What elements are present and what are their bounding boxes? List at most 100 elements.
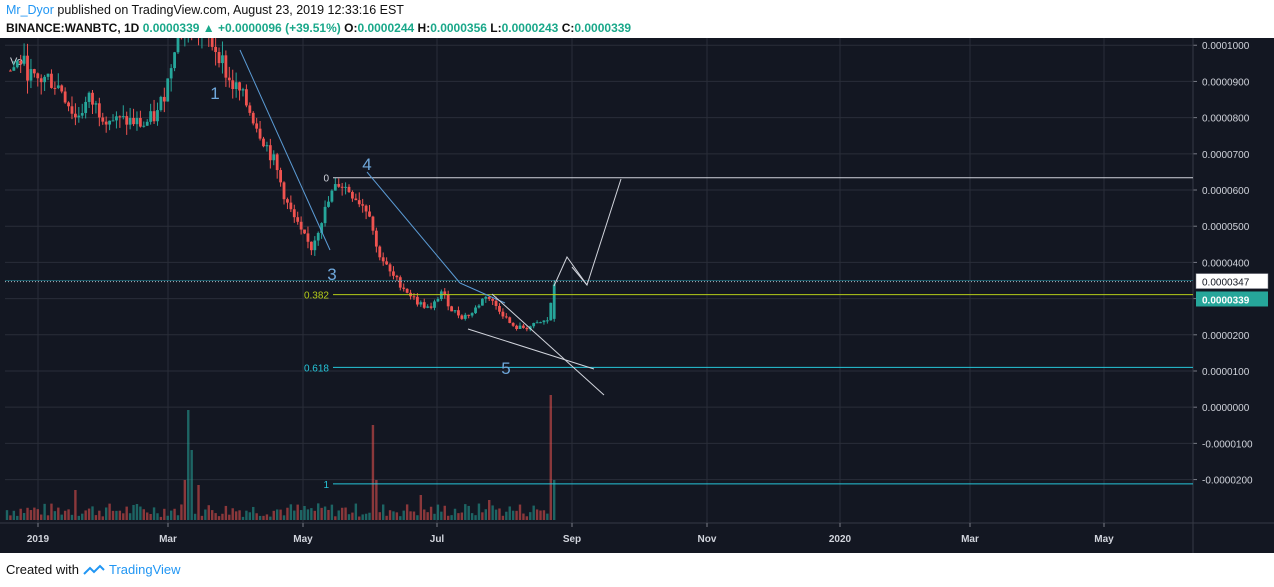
volume-bar bbox=[546, 513, 549, 520]
volume-bar bbox=[306, 509, 310, 520]
fib-level-label: 0.618 bbox=[304, 363, 329, 374]
x-tick-label: May bbox=[293, 534, 313, 545]
candle-body bbox=[53, 87, 57, 89]
volume-bar bbox=[358, 516, 361, 520]
volume-bar bbox=[453, 508, 457, 520]
volume-bar bbox=[361, 514, 364, 520]
candle-body bbox=[262, 138, 265, 147]
x-tick-label: Sep bbox=[563, 534, 581, 545]
candle-body bbox=[330, 190, 334, 202]
candle-body bbox=[104, 121, 108, 125]
chart-background bbox=[0, 38, 1274, 553]
candle-body bbox=[385, 261, 389, 265]
volume-bar bbox=[282, 515, 286, 520]
x-tick-label: Jul bbox=[430, 534, 445, 545]
volume-bar bbox=[190, 450, 193, 520]
candle-body bbox=[323, 206, 327, 224]
volume-bar bbox=[53, 511, 57, 520]
volume-bar bbox=[511, 510, 515, 520]
candle-body bbox=[63, 91, 67, 103]
candle-body bbox=[467, 314, 471, 316]
candle-body bbox=[446, 294, 450, 307]
candle-body bbox=[159, 96, 163, 111]
price-chart[interactable]: 0.0001000 0.0000900 0.0000800 0.0000700 0.00… bbox=[0, 38, 1274, 553]
volume-bar bbox=[9, 515, 12, 520]
high-label: H: bbox=[417, 21, 431, 35]
y-tick-label: -0.0000200 bbox=[1202, 476, 1253, 487]
volume-bar bbox=[488, 500, 491, 520]
candle-body bbox=[145, 121, 149, 126]
close-label: C: bbox=[561, 21, 575, 35]
candle-body bbox=[162, 96, 166, 102]
x-tick-label: 2020 bbox=[829, 534, 852, 545]
candle-body bbox=[426, 306, 430, 308]
volume-bar bbox=[498, 508, 501, 520]
trend-line bbox=[459, 282, 506, 304]
candle-body bbox=[347, 186, 351, 192]
wave-label: 1 bbox=[210, 84, 219, 103]
volume-bar bbox=[255, 513, 258, 520]
candle-body bbox=[217, 52, 221, 64]
volume-bar bbox=[443, 505, 446, 520]
candle-body bbox=[515, 325, 518, 330]
candle-body bbox=[474, 307, 477, 314]
volume-bar bbox=[423, 509, 426, 520]
volume-bar bbox=[474, 515, 477, 520]
volume-bar bbox=[104, 507, 108, 520]
candle-body bbox=[282, 182, 286, 200]
publisher-username[interactable]: Mr_Dyor bbox=[6, 3, 54, 17]
volume-bar bbox=[132, 504, 135, 520]
candle-body bbox=[36, 73, 40, 79]
volume-bar bbox=[5, 510, 9, 520]
volume-bar bbox=[91, 506, 94, 520]
candle-body bbox=[91, 92, 94, 105]
volume-bar bbox=[265, 514, 269, 520]
volume-bar bbox=[36, 509, 39, 520]
candle-body bbox=[231, 80, 235, 90]
candle-body bbox=[121, 116, 125, 118]
candle-body bbox=[77, 115, 81, 118]
volume-bar bbox=[275, 509, 279, 520]
tradingview-brand-link[interactable]: TradingView bbox=[108, 562, 181, 577]
volume-bar bbox=[231, 508, 234, 520]
candle-body bbox=[268, 145, 272, 161]
candle-body bbox=[309, 241, 313, 251]
last-price: 0.0000339 bbox=[142, 21, 200, 35]
candle-body bbox=[9, 70, 12, 72]
candle-body bbox=[221, 55, 224, 64]
up-arrow-icon: ▲ bbox=[202, 21, 215, 35]
volume-bar bbox=[238, 510, 241, 520]
volume-bar bbox=[368, 512, 371, 520]
candle-body bbox=[128, 117, 132, 125]
volume-bar bbox=[159, 516, 163, 520]
trend-line bbox=[366, 171, 461, 284]
candle-body bbox=[545, 320, 549, 322]
candle-body bbox=[60, 85, 64, 92]
volume-bar bbox=[224, 505, 228, 520]
candle-body bbox=[214, 46, 218, 53]
volume-bar bbox=[518, 504, 522, 520]
last-price-label: 0.0000339 bbox=[1202, 295, 1250, 306]
candle-body bbox=[463, 314, 467, 319]
volume-bar bbox=[115, 510, 118, 520]
volume-bar bbox=[122, 513, 125, 520]
volume-bar bbox=[245, 510, 248, 520]
candle-body bbox=[337, 184, 341, 187]
candle-body bbox=[248, 105, 252, 113]
volume-bar bbox=[156, 513, 159, 520]
candle-body bbox=[176, 38, 180, 53]
candle-body bbox=[111, 120, 115, 122]
candle-body bbox=[224, 55, 228, 78]
x-tick-label: Nov bbox=[698, 534, 717, 545]
candle-body bbox=[234, 82, 238, 90]
volume-bar bbox=[234, 511, 238, 520]
volume-bar bbox=[392, 511, 395, 520]
volume-bar bbox=[522, 513, 525, 520]
candle-body bbox=[166, 78, 170, 102]
volume-bar bbox=[217, 516, 221, 520]
candle-body bbox=[125, 116, 129, 125]
candle-body bbox=[279, 170, 282, 183]
volume-bar bbox=[388, 510, 392, 520]
projection-path bbox=[571, 266, 588, 286]
volume-bar bbox=[382, 504, 385, 520]
